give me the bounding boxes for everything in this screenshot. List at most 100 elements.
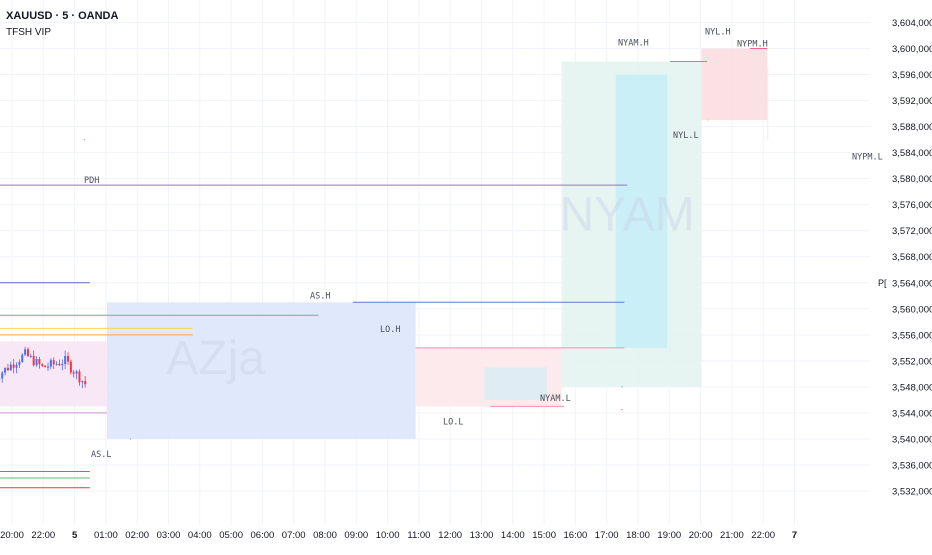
price-tick-label[interactable]: 3,556,000 (892, 330, 932, 341)
level-label: AS.L (91, 450, 111, 460)
price-tick-label[interactable]: 3,564,000 (892, 278, 932, 289)
candle-body (58, 364, 60, 365)
candle-body (41, 364, 43, 366)
edge-label: P[ (878, 278, 887, 288)
time-tick-label[interactable]: 02:00 (125, 530, 149, 541)
level-label: NYPM.H (737, 40, 768, 50)
candle-body (64, 356, 66, 364)
price-tick-label[interactable]: 3,604,000 (892, 18, 932, 29)
candle-body (4, 368, 6, 373)
time-tick-label[interactable]: 22:00 (751, 530, 775, 541)
price-tick-label[interactable]: 3,552,000 (892, 356, 932, 367)
candle-body (70, 362, 72, 373)
candle-body (30, 356, 32, 357)
price-tick-label[interactable]: 3,600,000 (892, 44, 932, 55)
time-tick-label[interactable]: 12:00 (438, 530, 462, 541)
candle-body (47, 367, 49, 368)
candle-body (73, 372, 75, 373)
candle-body (81, 381, 83, 382)
time-tick-label[interactable]: 06:00 (251, 530, 275, 541)
time-tick-label[interactable]: 22:00 (31, 530, 55, 541)
level-label: AS.H (310, 291, 330, 301)
time-tick-label[interactable]: 5 (72, 530, 78, 541)
session-box (767, 68, 768, 140)
time-tick-label[interactable]: 20:00 (689, 530, 713, 541)
candle-body (78, 371, 80, 382)
candle-body (16, 365, 18, 368)
time-tick-label[interactable]: 11:00 (407, 530, 430, 541)
time-tick-label[interactable]: 15:00 (532, 530, 556, 541)
price-tick-label[interactable]: 3,532,000 (892, 486, 932, 497)
candle-body (13, 365, 15, 368)
price-tick-label[interactable]: 3,584,000 (892, 148, 932, 159)
price-tick-label[interactable]: 3,560,000 (892, 304, 932, 315)
candle-body (76, 371, 78, 373)
indicator-label[interactable]: TFSH VIP (6, 26, 118, 40)
time-tick-label[interactable]: 04:00 (188, 530, 212, 541)
time-tick-label[interactable]: 01:00 (94, 530, 118, 541)
time-tick-label[interactable]: 13:00 (470, 530, 494, 541)
session-box (484, 367, 547, 400)
level-label: NYAM.L (540, 394, 571, 404)
candle-body (84, 381, 86, 384)
time-tick-label[interactable]: 7 (792, 530, 797, 541)
time-tick-label[interactable]: 10:00 (376, 530, 400, 541)
price-axis[interactable]: 3,532,000 3,536,000 3,540,000 3,544,000 3,54… (892, 18, 932, 497)
time-tick-label[interactable]: 21:00 (720, 530, 744, 541)
candle-body (10, 365, 12, 371)
candle-body (18, 362, 20, 365)
price-tick-label[interactable]: 3,592,000 (892, 96, 932, 107)
level-label: LO.L (443, 417, 463, 427)
candle-body (1, 373, 3, 379)
time-tick-label[interactable]: 08:00 (313, 530, 337, 541)
time-tick-label[interactable]: 18:00 (626, 530, 650, 541)
price-tick-label[interactable]: 3,544,000 (892, 408, 932, 419)
candle-body (67, 356, 69, 362)
candle-body (24, 349, 26, 354)
watermark-text: AZja (166, 332, 265, 385)
time-tick-label[interactable]: 19:00 (657, 530, 681, 541)
time-tick-label[interactable]: 14:00 (501, 530, 525, 541)
price-tick-label[interactable]: 3,588,000 (892, 122, 932, 133)
level-label: PDH (84, 176, 99, 186)
price-tick-label[interactable]: 3,568,000 (892, 252, 932, 263)
time-tick-label[interactable]: 17:00 (595, 530, 619, 541)
price-tick-label[interactable]: 3,548,000 (892, 382, 932, 393)
session-box (0, 341, 107, 406)
candle-body (27, 349, 29, 356)
symbol-title[interactable]: XAUUSD · 5 · OANDA (6, 9, 118, 23)
candle-body (7, 368, 9, 370)
time-tick-label[interactable]: 05:00 (219, 530, 243, 541)
watermark-text: NYAM (560, 189, 695, 242)
price-tick-label[interactable]: 3,580,000 (892, 174, 932, 185)
price-tick-label[interactable]: 3,572,000 (892, 226, 932, 237)
candle-body (38, 359, 40, 364)
candle-body (61, 364, 63, 365)
candle-body (56, 364, 58, 365)
time-tick-label[interactable]: 03:00 (157, 530, 181, 541)
candle-body (36, 359, 38, 365)
price-tick-label[interactable]: 3,540,000 (892, 434, 932, 445)
level-label: LO.H (380, 325, 400, 335)
price-tick-label[interactable]: 3,596,000 (892, 70, 932, 81)
candle-body (53, 360, 55, 364)
time-tick-label[interactable]: 07:00 (282, 530, 306, 541)
time-tick-label[interactable]: 09:00 (344, 530, 368, 541)
level-label: NYL.H (705, 28, 731, 38)
session-box (702, 49, 768, 121)
candle-body (44, 366, 46, 367)
price-tick-label[interactable]: 3,536,000 (892, 460, 932, 471)
price-tick-label[interactable]: 3,576,000 (892, 200, 932, 211)
level-label: NYL.L (673, 131, 699, 141)
chart-header: XAUUSD · 5 · OANDA TFSH VIP (6, 9, 118, 40)
candle-body (50, 360, 52, 366)
time-axis[interactable]: 20:00 22:00 5 01:00 02:00 03:00 04:00 05:00 06:0… (0, 530, 797, 541)
session-boxes (0, 49, 768, 439)
level-label: NYAM.H (618, 39, 649, 49)
candle-body (21, 355, 23, 362)
time-tick-label[interactable]: 16:00 (564, 530, 588, 541)
time-tick-label[interactable]: 20:00 (0, 530, 24, 541)
level-label: NYPM.L (852, 153, 883, 163)
